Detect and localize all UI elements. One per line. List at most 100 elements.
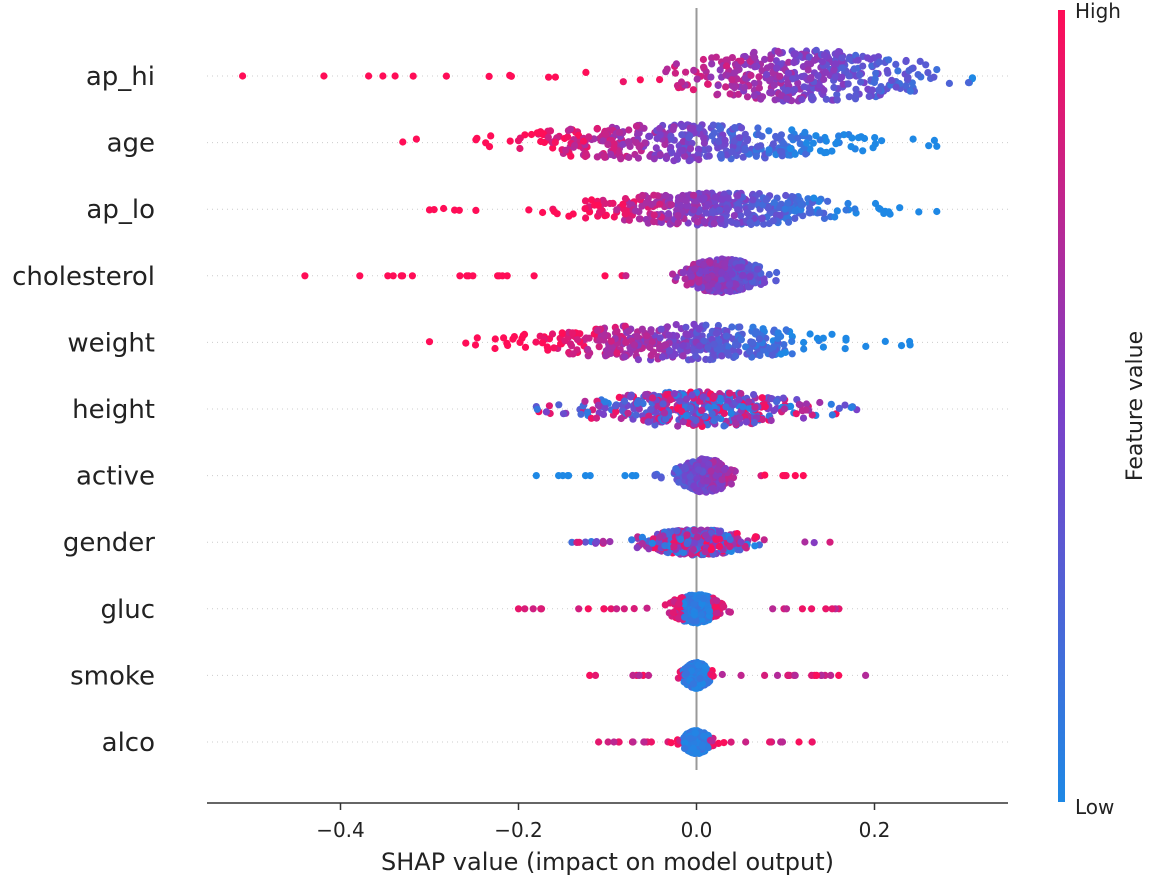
shap-point-ap_lo: [635, 215, 644, 223]
shap-point-ap_lo: [632, 207, 640, 215]
shap-point-ap_lo: [718, 195, 727, 203]
shap-point-age: [741, 130, 749, 138]
shap-point-weight: [722, 332, 731, 340]
shap-point-ap_hi: [854, 56, 862, 64]
shap-point-ap_hi: [700, 63, 708, 71]
shap-point-height: [799, 414, 808, 422]
shap-point-weight: [516, 338, 524, 346]
shap-point-age: [678, 131, 686, 139]
shap-point-ap_hi: [968, 74, 977, 82]
shap-point-age: [678, 147, 686, 155]
shap-point-age: [802, 150, 810, 158]
shap-point-weight: [544, 346, 552, 354]
shap-point-age: [602, 130, 610, 138]
shap-point-age: [562, 146, 570, 154]
shap-point-age: [769, 140, 778, 148]
shap-point-height: [624, 409, 632, 417]
shap-point-active: [718, 476, 726, 484]
shap-point-smoke: [835, 671, 843, 680]
shap-point-weight: [595, 343, 603, 351]
feature-label: smoke: [70, 661, 155, 691]
shap-point-weight: [683, 331, 691, 339]
shap-point-ap_hi: [379, 72, 387, 80]
shap-point-ap_hi: [892, 83, 900, 91]
shap-point-ap_lo: [734, 206, 742, 214]
shap-point-height: [699, 393, 707, 401]
shap-point-height: [704, 403, 713, 411]
shap-point-weight: [718, 352, 726, 360]
shap-point-age: [650, 155, 658, 163]
shap-point-age: [809, 139, 817, 147]
feature-label: gluc: [100, 595, 155, 625]
shap-point-gender: [638, 540, 646, 548]
shap-point-ap_lo: [472, 206, 480, 214]
shap-point-weight: [671, 342, 679, 350]
shap-point-gender: [670, 543, 678, 551]
shap-point-height: [662, 415, 670, 423]
shap-point-ap_lo: [539, 208, 547, 217]
shap-point-height: [795, 400, 803, 409]
shap-point-ap_hi: [804, 66, 812, 74]
shap-point-weight: [752, 328, 760, 336]
shap-point-ap_hi: [682, 68, 690, 76]
shap-point-age: [625, 126, 633, 134]
shap-point-age: [848, 134, 856, 142]
shap-point-cholesterol: [683, 281, 691, 289]
shap-point-ap_hi: [820, 51, 829, 59]
shap-point-height: [542, 408, 551, 416]
shap-point-age: [933, 142, 941, 150]
shap-point-weight: [613, 349, 621, 357]
shap-point-height: [816, 398, 824, 407]
shap-point-alco: [808, 738, 816, 746]
shap-point-height: [792, 410, 800, 418]
shap-point-age: [571, 141, 579, 150]
x-tick-label: 0.2: [859, 818, 891, 842]
shap-point-height: [835, 404, 843, 412]
shap-point-cholesterol: [728, 270, 736, 278]
shap-point-cholesterol: [679, 269, 687, 277]
shap-point-weight: [819, 343, 828, 351]
shap-point-age: [653, 134, 661, 143]
shap-point-ap_hi: [945, 79, 954, 87]
shap-point-active: [686, 473, 694, 481]
shap-point-age: [549, 144, 557, 152]
shap-point-ap_hi: [722, 62, 731, 70]
shap-point-ap_lo: [711, 193, 719, 201]
shap-point-ap_hi: [845, 72, 853, 80]
shap-point-ap_lo: [716, 206, 724, 214]
shap-point-alco: [686, 734, 694, 742]
shap-point-age: [645, 132, 653, 140]
shap-point-ap_lo: [708, 207, 717, 216]
shap-point-gender: [691, 527, 699, 535]
shap-point-age: [399, 138, 407, 146]
shap-point-cholesterol: [408, 272, 416, 280]
shap-point-height: [599, 410, 608, 418]
shap-point-cholesterol: [389, 272, 397, 280]
shap-point-weight: [768, 351, 776, 359]
shap-point-smoke: [784, 671, 792, 680]
shap-point-age: [634, 154, 643, 162]
shap-point-gluc: [769, 605, 777, 613]
shap-point-ap_lo: [674, 219, 682, 227]
shap-point-ap_hi: [838, 54, 846, 62]
shap-point-active: [532, 472, 540, 480]
shap-point-weight: [568, 329, 577, 337]
shap-point-gender: [599, 539, 608, 547]
shap-point-height: [739, 403, 747, 411]
shap-point-ap_lo: [933, 207, 941, 216]
shap-point-ap_hi: [906, 87, 914, 95]
shap-point-ap_hi: [728, 54, 737, 62]
shap-point-weight: [665, 331, 673, 339]
shap-point-weight: [661, 341, 670, 349]
shap-point-age: [801, 128, 809, 136]
shap-point-ap_hi: [922, 61, 930, 69]
shap-point-weight: [746, 347, 754, 356]
shap-point-ap_lo: [730, 212, 738, 220]
shap-point-gluc: [620, 605, 628, 613]
shap-point-smoke: [635, 671, 643, 680]
shap-point-height: [708, 410, 716, 418]
shap-point-smoke: [701, 663, 710, 671]
shap-point-gluc: [697, 611, 705, 619]
shap-point-weight: [504, 341, 512, 349]
shap-point-active: [703, 477, 711, 485]
